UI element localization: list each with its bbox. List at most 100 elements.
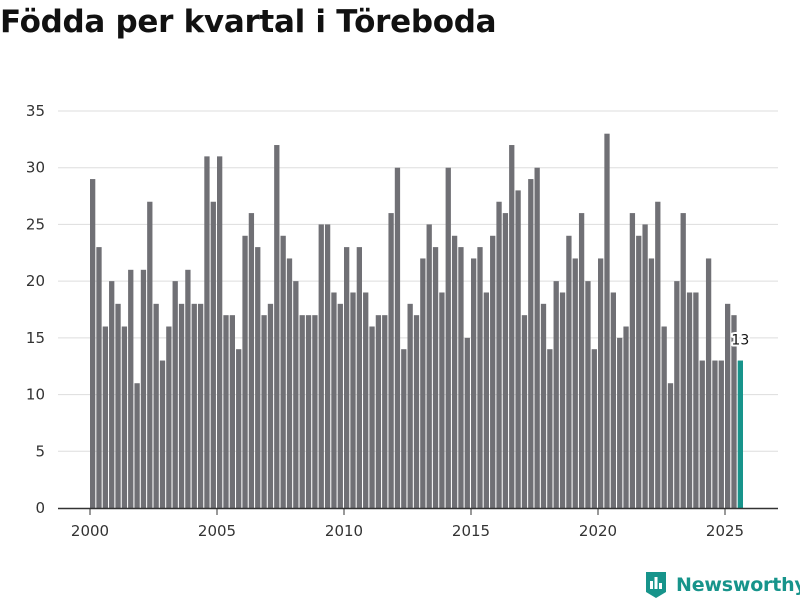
bar [553,281,559,508]
bar [445,167,451,508]
bar [286,258,293,508]
bar [712,360,718,508]
bar [572,258,578,508]
bar [324,224,331,508]
bar [223,315,229,508]
bar [236,349,242,508]
bar [547,349,553,508]
bar [432,247,439,509]
x-tick-label: 2015 [452,522,490,540]
bar [629,213,636,508]
bar [382,315,388,508]
bar [401,349,407,508]
bar [509,145,515,508]
bar [318,224,324,508]
bar [515,190,521,508]
bar [426,224,432,508]
bar [261,315,267,508]
bar [667,383,674,508]
bar [699,360,705,508]
bar [115,303,121,508]
bar [128,269,134,508]
bar [274,145,280,508]
bar [617,337,623,508]
bar [566,235,572,508]
x-tick-label: 2005 [198,522,236,540]
y-tick-label: 20 [26,272,45,290]
bar [534,167,540,508]
bar [191,303,197,508]
bar [610,292,616,508]
bar [356,247,362,509]
bar [407,303,413,508]
bar [96,247,102,509]
bar [661,326,667,508]
brand: Newsworthy [644,570,800,600]
y-tick-label: 30 [26,159,45,177]
y-tick-label: 10 [26,386,45,404]
bar [559,292,566,508]
x-tick-label: 2010 [325,522,363,540]
bar [451,235,458,508]
bar [121,326,128,508]
bar [210,201,216,509]
bar [299,315,305,508]
bar [369,326,375,508]
bar [642,224,648,508]
bar [197,303,204,508]
bar [490,235,496,508]
x-tick-label: 2025 [706,522,744,540]
data-labels: 13 [729,331,751,351]
bar [464,337,470,508]
bar [705,258,712,508]
bar [578,213,585,508]
bar [350,292,356,508]
y-tick-label: 5 [35,442,45,460]
bar [102,326,108,508]
bar [337,303,343,508]
bar [204,156,210,508]
bar [623,326,629,508]
bar [166,326,172,508]
bar [471,258,477,508]
bar [153,303,159,508]
bar [375,315,382,508]
bar [693,292,699,508]
bar [598,258,604,508]
last-value-label: 13 [731,333,749,349]
bar [528,179,534,508]
bar [242,235,248,508]
newsworthy-logo-icon [646,572,666,598]
bar [648,258,655,508]
bar [109,281,115,508]
y-axis-ticks: 0 5 10 15 20 25 30 35 [26,102,45,517]
bar [674,281,680,508]
bar [483,292,489,508]
bar [185,269,191,508]
bar [458,247,464,509]
bar [229,315,235,508]
bar [591,349,597,508]
bar [413,315,420,508]
bar [293,281,299,508]
brand-name: Newsworthy [676,574,800,596]
bar [725,303,731,508]
bar [502,213,509,508]
bar [439,292,445,508]
bar [134,383,140,508]
bar [90,179,96,508]
bar [496,201,502,509]
y-tick-label: 35 [26,102,45,120]
bar [280,235,286,508]
bar [540,303,547,508]
bar [680,213,686,508]
bar [394,167,401,508]
bar [331,292,337,508]
bar [585,281,591,508]
bar [305,315,312,508]
bar [686,292,693,508]
chart-title: Födda per kvartal i Töreboda [0,4,497,40]
bar [217,156,223,508]
bar [344,247,350,509]
